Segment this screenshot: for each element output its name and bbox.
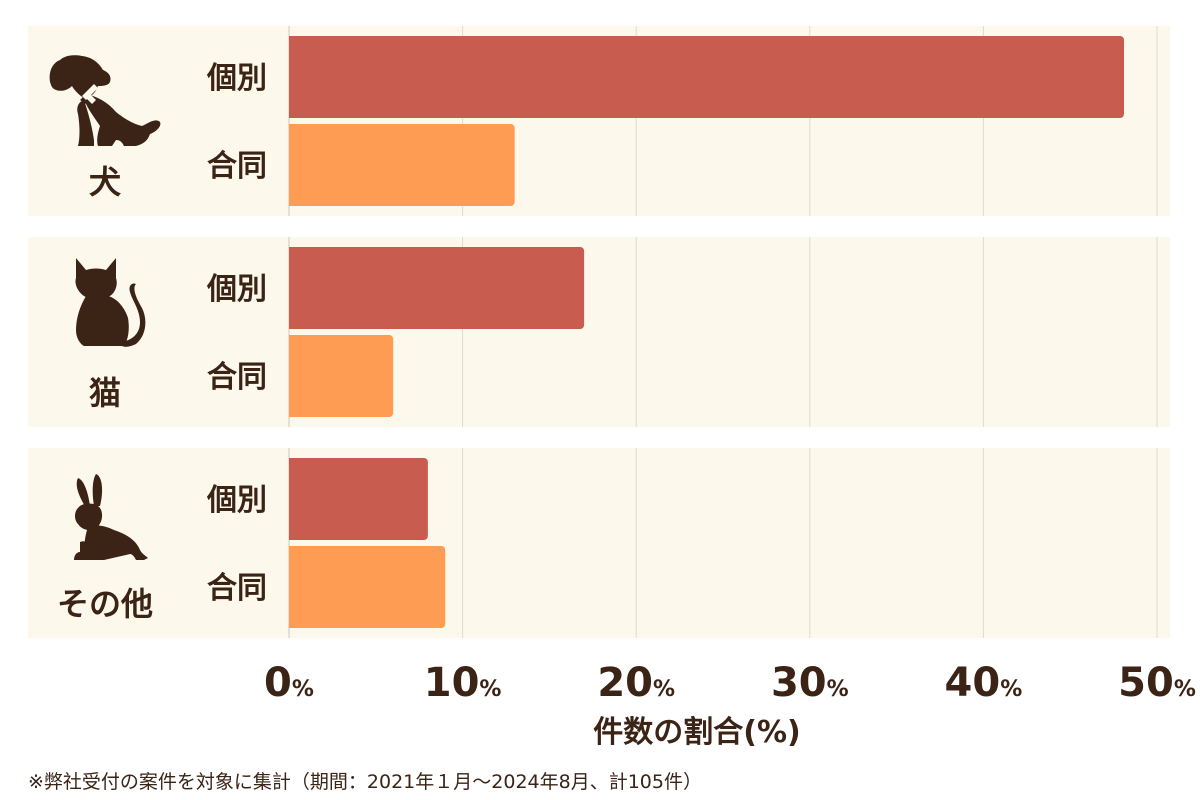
bar-edge bbox=[289, 335, 295, 417]
band-2 bbox=[28, 237, 1170, 427]
bar-label: 合同 bbox=[207, 149, 267, 184]
bar-3-2 bbox=[289, 546, 446, 628]
bar-edge bbox=[289, 247, 295, 329]
category-label: 犬 bbox=[89, 163, 121, 201]
bar-1-1 bbox=[289, 36, 1125, 118]
bar-edge bbox=[289, 36, 295, 118]
bars bbox=[289, 36, 1125, 628]
x-tick-label: 0% bbox=[264, 660, 314, 706]
dog-icon bbox=[49, 55, 161, 146]
bar-label: 合同 bbox=[207, 360, 267, 395]
bar-1-2 bbox=[289, 124, 515, 206]
x-axis-ticks: 0% 10% 20% 30% 40% 50% bbox=[264, 660, 1196, 706]
band-3 bbox=[28, 448, 1170, 638]
x-tick-label: 50% bbox=[1118, 660, 1196, 706]
x-axis-label: 件数の割合(%) bbox=[593, 715, 800, 750]
category-label: 猫 bbox=[89, 374, 121, 412]
x-tick-label: 40% bbox=[945, 660, 1023, 706]
bar-2-1 bbox=[289, 247, 585, 329]
bar-label: 個別 bbox=[206, 61, 267, 96]
bar-edge bbox=[289, 124, 295, 206]
x-tick-label: 30% bbox=[771, 660, 849, 706]
bar-edge bbox=[289, 458, 295, 540]
x-tick-label: 10% bbox=[424, 660, 502, 706]
bar-label: 個別 bbox=[206, 483, 267, 518]
footnote: ※弊社受付の案件を対象に集計（期間：2021年１月〜2024年8月、計105件） bbox=[28, 771, 702, 793]
bar-2-2 bbox=[289, 335, 394, 417]
bar-3-1 bbox=[289, 458, 428, 540]
category-label: その他 bbox=[57, 585, 153, 623]
cat-icon bbox=[75, 258, 146, 347]
x-tick-label: 20% bbox=[597, 660, 675, 706]
bar-edge bbox=[289, 546, 295, 628]
bar-label: 合同 bbox=[207, 571, 267, 606]
bar-label: 個別 bbox=[206, 272, 267, 307]
icons bbox=[49, 55, 161, 560]
rabbit-icon bbox=[74, 474, 148, 560]
